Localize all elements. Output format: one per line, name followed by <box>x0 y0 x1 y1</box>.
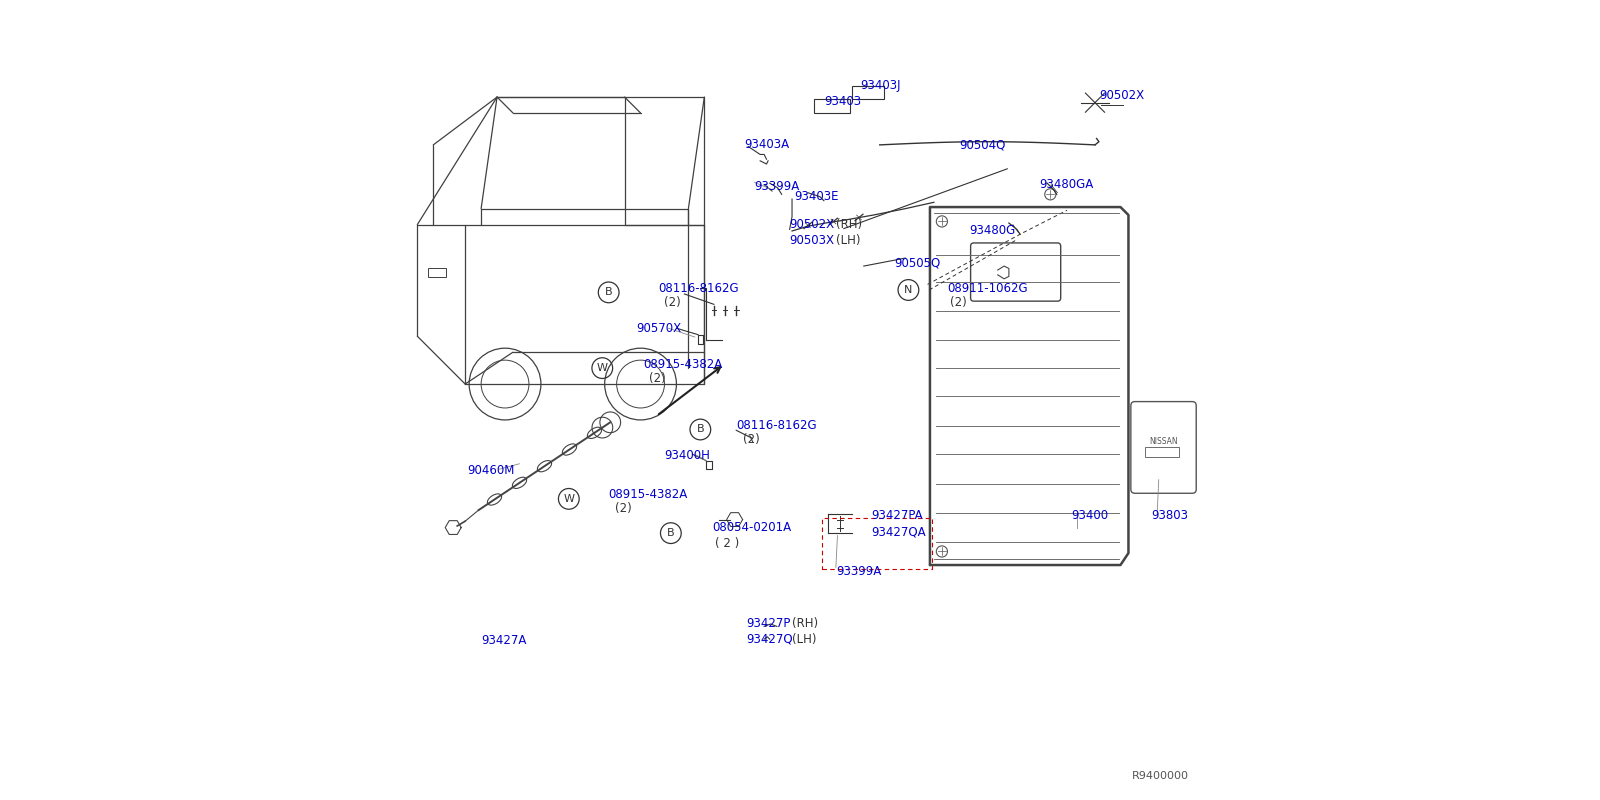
Text: B: B <box>605 287 613 298</box>
Text: N: N <box>904 285 912 295</box>
Text: 93803: 93803 <box>1150 509 1187 522</box>
Text: 93399A: 93399A <box>835 565 882 578</box>
Text: (LH): (LH) <box>835 234 861 247</box>
Text: 90460M: 90460M <box>467 464 515 477</box>
Bar <box>851 86 883 98</box>
Text: 93403E: 93403E <box>795 190 838 203</box>
Text: B: B <box>667 528 675 538</box>
Text: 90570X: 90570X <box>637 322 682 334</box>
Text: 90502X: 90502X <box>790 218 835 231</box>
Text: 08911-1062G: 08911-1062G <box>947 282 1029 295</box>
Text: 93427Q: 93427Q <box>746 633 792 646</box>
Text: R9400000: R9400000 <box>1133 771 1189 781</box>
Text: (RH): (RH) <box>792 617 818 630</box>
Text: (2): (2) <box>742 434 760 446</box>
Bar <box>814 98 850 113</box>
Text: (2): (2) <box>950 296 966 310</box>
Text: 90504Q: 90504Q <box>960 138 1006 151</box>
Text: 90505Q: 90505Q <box>894 256 941 270</box>
Bar <box>1146 447 1179 458</box>
Text: 93427PA: 93427PA <box>872 509 923 522</box>
Text: 08054-0201A: 08054-0201A <box>712 521 792 534</box>
Text: 93403J: 93403J <box>859 78 901 91</box>
Text: ( 2 ): ( 2 ) <box>715 537 739 550</box>
Text: 08915-4382A: 08915-4382A <box>608 487 688 501</box>
Text: NISSAN: NISSAN <box>1149 437 1178 446</box>
Text: (2): (2) <box>664 296 682 310</box>
Text: 93480GA: 93480GA <box>1038 178 1093 191</box>
Text: 93400H: 93400H <box>664 450 710 462</box>
Text: 93427QA: 93427QA <box>872 525 926 538</box>
Text: 93399A: 93399A <box>755 180 800 193</box>
Text: 90502X: 90502X <box>1099 89 1144 102</box>
Text: (2): (2) <box>614 502 632 515</box>
Text: 08116-8162G: 08116-8162G <box>736 419 818 432</box>
Text: (LH): (LH) <box>792 633 816 646</box>
Text: (RH): (RH) <box>835 218 862 231</box>
Text: 93480G: 93480G <box>970 225 1016 238</box>
Text: 08915-4382A: 08915-4382A <box>643 358 722 370</box>
Text: 93427A: 93427A <box>482 634 526 647</box>
Text: (2): (2) <box>650 372 666 385</box>
Text: 08116-8162G: 08116-8162G <box>658 282 739 295</box>
Text: 93403: 93403 <box>824 94 861 107</box>
Text: 90503X: 90503X <box>790 234 835 247</box>
Text: W: W <box>563 494 574 504</box>
Text: 93400: 93400 <box>1070 509 1109 522</box>
Text: 93403A: 93403A <box>744 138 789 151</box>
Text: 93427P: 93427P <box>746 617 790 630</box>
Text: B: B <box>696 425 704 434</box>
Text: W: W <box>597 363 608 373</box>
